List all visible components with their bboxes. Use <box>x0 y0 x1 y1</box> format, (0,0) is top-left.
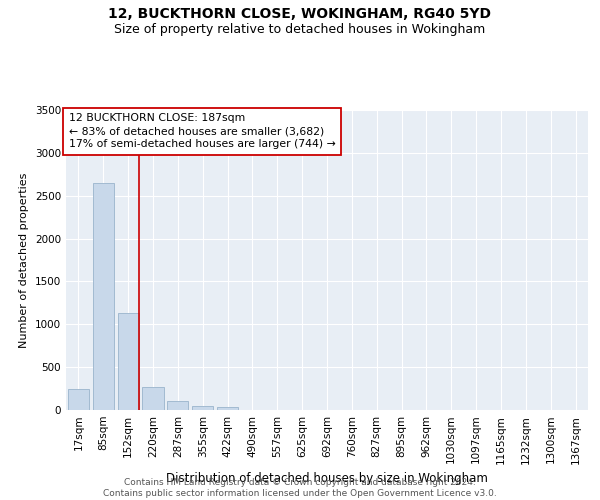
Bar <box>167 402 188 410</box>
Text: Size of property relative to detached houses in Wokingham: Size of property relative to detached ho… <box>115 22 485 36</box>
Bar <box>118 313 139 410</box>
Bar <box>68 388 89 410</box>
Bar <box>93 183 114 410</box>
Text: 12 BUCKTHORN CLOSE: 187sqm
← 83% of detached houses are smaller (3,682)
17% of s: 12 BUCKTHORN CLOSE: 187sqm ← 83% of deta… <box>68 113 335 150</box>
X-axis label: Distribution of detached houses by size in Wokingham: Distribution of detached houses by size … <box>166 472 488 485</box>
Bar <box>142 387 164 410</box>
Y-axis label: Number of detached properties: Number of detached properties <box>19 172 29 348</box>
Bar <box>217 408 238 410</box>
Bar <box>192 406 213 410</box>
Text: 12, BUCKTHORN CLOSE, WOKINGHAM, RG40 5YD: 12, BUCKTHORN CLOSE, WOKINGHAM, RG40 5YD <box>109 8 491 22</box>
Text: Contains HM Land Registry data © Crown copyright and database right 2024.
Contai: Contains HM Land Registry data © Crown c… <box>103 478 497 498</box>
